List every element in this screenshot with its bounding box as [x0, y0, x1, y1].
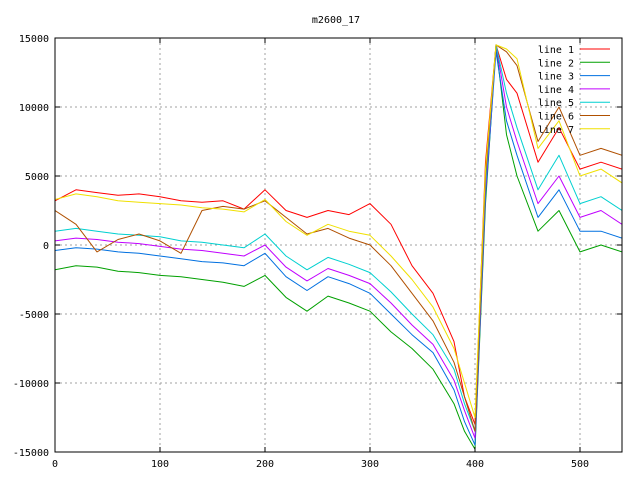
series-line-2 [55, 44, 622, 450]
y-tick-label: -5000 [19, 310, 49, 321]
y-tick-label: -15000 [13, 448, 49, 459]
y-tick-label: 0 [43, 241, 49, 252]
x-tick-label: 300 [361, 459, 379, 470]
y-tick-label: 5000 [25, 172, 49, 183]
series-line-5 [55, 44, 622, 432]
legend-label: line 4 [538, 85, 574, 96]
series-group [55, 44, 622, 450]
x-tick-label: 0 [52, 459, 58, 470]
x-tick-label: 500 [571, 459, 589, 470]
series-line-4 [55, 44, 622, 439]
series-line-7 [55, 44, 622, 418]
legend-label: line 3 [538, 72, 574, 83]
axes: 0 100 200 300 400 500 -15000 -10000 -5000 0 5000 10… [13, 34, 623, 470]
series-line-3 [55, 51, 622, 446]
plot-frame [54, 37, 623, 453]
chart-title: m2600_17 [312, 15, 360, 26]
series-line-1 [55, 44, 622, 425]
legend-label: line 6 [538, 112, 574, 123]
legend-label: line 1 [538, 45, 574, 56]
y-tick-label: 15000 [19, 34, 49, 45]
x-tick-label: 100 [151, 459, 169, 470]
legend-label: line 2 [538, 58, 574, 69]
legend-label: line 5 [538, 98, 574, 109]
y-tick-label: -10000 [13, 379, 49, 390]
series-line-6 [55, 44, 622, 432]
y-tick-label: 10000 [19, 103, 49, 114]
legend-label: line 7 [538, 125, 574, 136]
legend: line 1 line 2 line 3 line 4 line 5 line 6 line… [538, 45, 610, 136]
x-tick-label: 400 [466, 459, 484, 470]
x-tick-label: 200 [256, 459, 274, 470]
